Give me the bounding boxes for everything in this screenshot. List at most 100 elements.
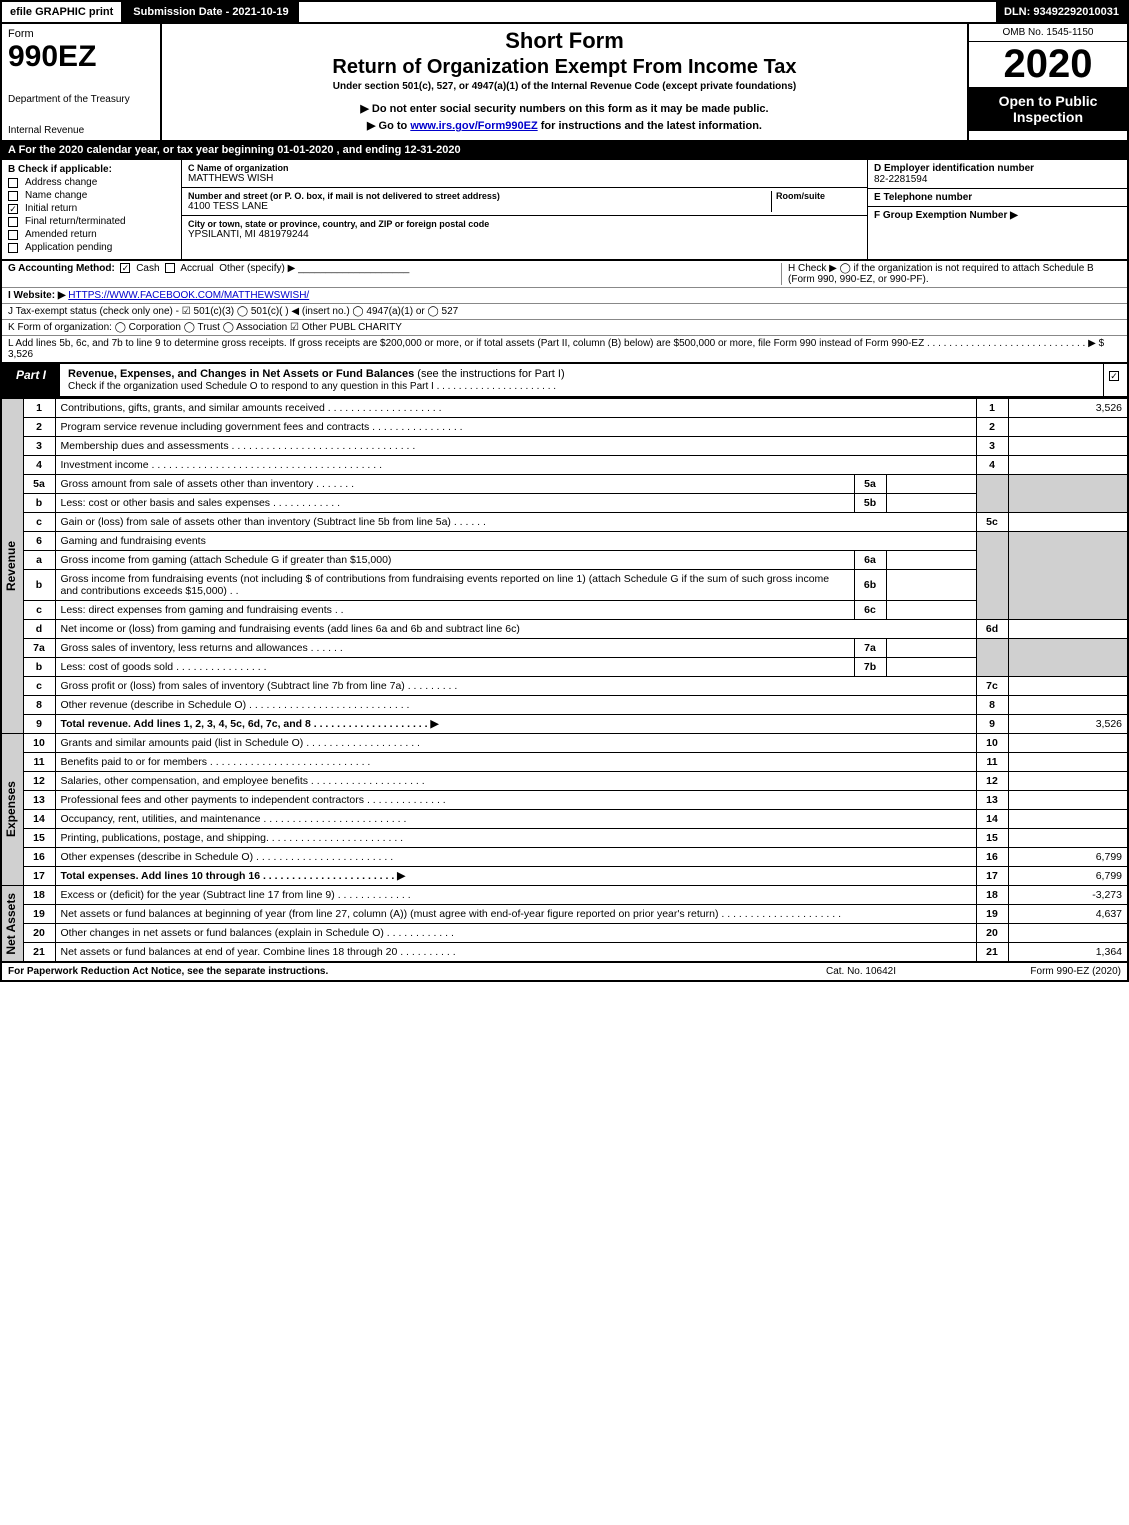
ein-value: 82-2281594	[874, 174, 1121, 185]
line-value	[1008, 437, 1128, 456]
line-num: 19	[23, 905, 55, 924]
sub-line-value	[886, 658, 976, 677]
efile-print-button[interactable]: efile GRAPHIC print	[2, 2, 123, 22]
box-b: B Check if applicable: Address change Na…	[2, 160, 182, 259]
grey-cell	[1008, 532, 1128, 620]
table-row: c Less: direct expenses from gaming and …	[1, 601, 1128, 620]
sub-line-ref: 6a	[854, 551, 886, 570]
line-value	[1008, 677, 1128, 696]
checkbox-icon: ✓	[1109, 371, 1119, 381]
line-num: a	[23, 551, 55, 570]
chk-label: Amended return	[25, 229, 97, 240]
omb-number: OMB No. 1545-1150	[969, 24, 1127, 42]
line-ref: 17	[976, 867, 1008, 886]
part-i-checkbox[interactable]: ✓	[1103, 364, 1127, 396]
line-ref: 9	[976, 715, 1008, 734]
table-row: Net Assets 18 Excess or (deficit) for th…	[1, 886, 1128, 905]
line-desc: Gross income from fundraising events (no…	[55, 570, 854, 601]
table-row: 21 Net assets or fund balances at end of…	[1, 943, 1128, 963]
website-link[interactable]: HTTPS://WWW.FACEBOOK.COM/MATTHEWSWISH/	[68, 290, 309, 301]
table-row: 3 Membership dues and assessments . . . …	[1, 437, 1128, 456]
line-value	[1008, 772, 1128, 791]
line-desc: Net assets or fund balances at end of ye…	[55, 943, 976, 963]
room-label: Room/suite	[776, 191, 861, 201]
table-row: b Gross income from fundraising events (…	[1, 570, 1128, 601]
line-value	[1008, 513, 1128, 532]
row-h: H Check ▶ ◯ if the organization is not r…	[781, 263, 1121, 285]
line-desc: Contributions, gifts, grants, and simila…	[55, 399, 976, 418]
table-row: b Less: cost of goods sold . . . . . . .…	[1, 658, 1128, 677]
chk-final-return[interactable]: Final return/terminated	[8, 216, 175, 227]
website-label: I Website: ▶	[8, 290, 66, 301]
line-num: 21	[23, 943, 55, 963]
chk-amended-return[interactable]: Amended return	[8, 229, 175, 240]
part-i-subtitle: Check if the organization used Schedule …	[68, 381, 556, 392]
line-desc: Net income or (loss) from gaming and fun…	[55, 620, 976, 639]
line-value	[1008, 829, 1128, 848]
line-ref: 5c	[976, 513, 1008, 532]
checkbox-icon[interactable]	[165, 263, 175, 273]
tel-row: E Telephone number	[868, 189, 1127, 207]
line-ref: 21	[976, 943, 1008, 963]
line-value: -3,273	[1008, 886, 1128, 905]
line-value	[1008, 924, 1128, 943]
line-num: 15	[23, 829, 55, 848]
checkbox-icon[interactable]: ✓	[120, 263, 130, 273]
section-label: Revenue	[2, 539, 20, 593]
table-row: 5a Gross amount from sale of assets othe…	[1, 475, 1128, 494]
line-num: 4	[23, 456, 55, 475]
row-k: K Form of organization: ◯ Corporation ◯ …	[2, 320, 1127, 336]
form-id-block: Form 990EZ Department of the Treasury In…	[2, 24, 162, 140]
table-row: 9 Total revenue. Add lines 1, 2, 3, 4, 5…	[1, 715, 1128, 734]
chk-application-pending[interactable]: Application pending	[8, 242, 175, 253]
sub-line-ref: 5a	[854, 475, 886, 494]
form-number: 990EZ	[8, 40, 154, 74]
line-value: 3,526	[1008, 715, 1128, 734]
part-i-title: Revenue, Expenses, and Changes in Net As…	[60, 364, 1103, 396]
checkbox-icon	[8, 230, 18, 240]
row-j: J Tax-exempt status (check only one) - ☑…	[2, 304, 1127, 320]
line-value	[1008, 791, 1128, 810]
line-value	[1008, 696, 1128, 715]
table-row: 14 Occupancy, rent, utilities, and maint…	[1, 810, 1128, 829]
sub-line-value	[886, 570, 976, 601]
sub-line-value	[886, 601, 976, 620]
row-i: I Website: ▶ HTTPS://WWW.FACEBOOK.COM/MA…	[2, 288, 1127, 304]
line-value	[1008, 734, 1128, 753]
line-ref: 2	[976, 418, 1008, 437]
footer-left: For Paperwork Reduction Act Notice, see …	[8, 966, 761, 977]
line-desc: Total expenses. Add lines 10 through 16 …	[55, 867, 976, 886]
line-num: 12	[23, 772, 55, 791]
short-form-title: Short Form	[170, 28, 959, 54]
line-desc: Gross income from gaming (attach Schedul…	[55, 551, 854, 570]
form-meta-block: OMB No. 1545-1150 2020 Open to Public In…	[967, 24, 1127, 140]
line-desc: Gross sales of inventory, less returns a…	[55, 639, 854, 658]
acct-cash: Cash	[136, 263, 159, 274]
ein-label: D Employer identification number	[874, 163, 1121, 174]
chk-initial-return[interactable]: ✓Initial return	[8, 203, 175, 214]
line-num: 14	[23, 810, 55, 829]
goto-instruction: ▶ Go to www.irs.gov/Form990EZ for instru…	[170, 119, 959, 132]
top-bar-spacer	[299, 2, 996, 22]
line-num: c	[23, 513, 55, 532]
line-value: 4,637	[1008, 905, 1128, 924]
line-num: d	[23, 620, 55, 639]
chk-name-change[interactable]: Name change	[8, 190, 175, 201]
line-desc: Net assets or fund balances at beginning…	[55, 905, 976, 924]
sub-line-ref: 6c	[854, 601, 886, 620]
table-row: 17 Total expenses. Add lines 10 through …	[1, 867, 1128, 886]
line-desc: Other changes in net assets or fund bala…	[55, 924, 976, 943]
section-label: Net Assets	[2, 891, 20, 957]
tax-year: 2020	[969, 42, 1127, 87]
form-header: Form 990EZ Department of the Treasury In…	[0, 24, 1129, 142]
part-i-header: Part I Revenue, Expenses, and Changes in…	[0, 364, 1129, 398]
chk-address-change[interactable]: Address change	[8, 177, 175, 188]
ein-row: D Employer identification number 82-2281…	[868, 160, 1127, 189]
org-name-value: MATTHEWS WISH	[188, 173, 861, 184]
submission-date-button[interactable]: Submission Date - 2021-10-19	[123, 2, 298, 22]
row-l-text: L Add lines 5b, 6c, and 7b to line 9 to …	[8, 338, 1104, 349]
goto-link[interactable]: www.irs.gov/Form990EZ	[410, 120, 537, 132]
line-ref: 19	[976, 905, 1008, 924]
line-ref: 11	[976, 753, 1008, 772]
line-desc: Occupancy, rent, utilities, and maintena…	[55, 810, 976, 829]
